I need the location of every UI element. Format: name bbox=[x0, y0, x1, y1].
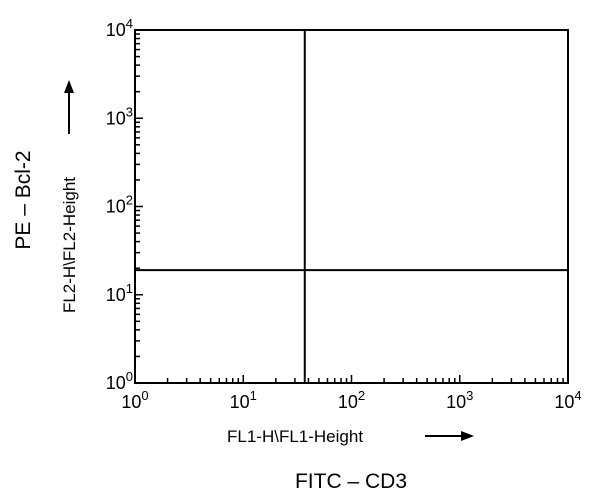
plot-frame bbox=[134, 29, 569, 384]
y-tick-labels: 100 101 102 103 104 bbox=[106, 16, 133, 393]
y-tick-label: 101 bbox=[106, 281, 133, 305]
y-tick-label: 100 bbox=[106, 369, 133, 393]
y-axis-arrow-icon bbox=[64, 80, 74, 134]
x-axis-title: FL1-H\FL1-Height bbox=[227, 427, 363, 446]
y-axis-title: FL2-H\FL2-Height bbox=[60, 177, 79, 313]
x-tick-label: 101 bbox=[230, 388, 257, 412]
outer-y-title: PE – Bcl-2 bbox=[12, 150, 35, 249]
x-tick-label: 104 bbox=[554, 388, 581, 412]
y-tick-label: 103 bbox=[106, 104, 133, 128]
x-axis-arrow-icon bbox=[425, 431, 474, 441]
x-tick-labels: 100 101 102 103 104 bbox=[121, 388, 581, 412]
tick-marks bbox=[134, 33, 564, 384]
x-tick-label: 103 bbox=[446, 388, 473, 412]
outer-x-title: FITC – CD3 bbox=[295, 470, 407, 490]
x-tick-label: 100 bbox=[121, 388, 148, 412]
x-tick-label: 102 bbox=[338, 388, 365, 412]
y-tick-label: 104 bbox=[106, 16, 133, 40]
y-tick-label: 102 bbox=[106, 193, 133, 217]
